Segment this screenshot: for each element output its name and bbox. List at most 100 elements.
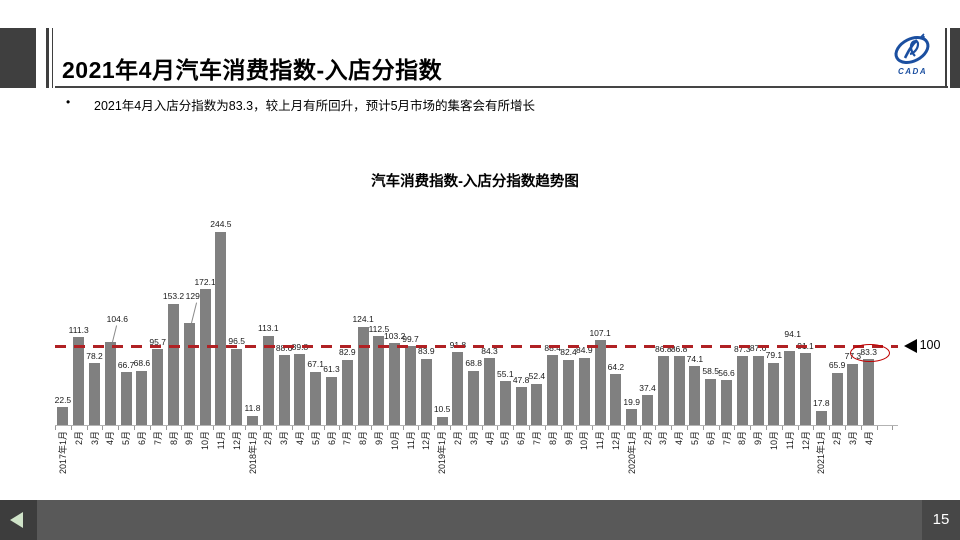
bar-value-label: 96.5 bbox=[228, 336, 245, 347]
axis-tick bbox=[55, 426, 56, 430]
x-axis-label: 10月 bbox=[389, 431, 400, 451]
x-axis-label: 7月 bbox=[342, 431, 353, 446]
x-axis-label: 10月 bbox=[579, 431, 590, 451]
bar-value-label: 58.5 bbox=[702, 366, 719, 377]
x-axis-label: 10月 bbox=[768, 431, 779, 451]
bar-value-label: 66.7 bbox=[117, 359, 135, 370]
axis-tick bbox=[481, 426, 483, 430]
bar-value-label: 10.5 bbox=[433, 404, 451, 415]
axis-tick bbox=[718, 426, 720, 430]
bar-value-label: 124.1 bbox=[352, 314, 374, 325]
axis-tick bbox=[386, 426, 388, 430]
header-corner-block bbox=[0, 28, 36, 88]
header-divider-line bbox=[52, 28, 53, 88]
bar-value-label: 52.4 bbox=[528, 371, 546, 382]
back-button[interactable] bbox=[0, 500, 37, 540]
axis-tick bbox=[228, 426, 230, 430]
bar-value-label: 91.8 bbox=[450, 341, 467, 350]
bar-value-label: 87.6 bbox=[749, 343, 767, 354]
bar-value-label: 82.9 bbox=[339, 347, 356, 357]
bar bbox=[199, 289, 211, 425]
bar-value-label: 103.2 bbox=[384, 330, 406, 341]
x-axis-label: 6月 bbox=[136, 431, 147, 446]
bar bbox=[420, 358, 432, 425]
axis-tick bbox=[497, 426, 499, 430]
bar bbox=[768, 362, 780, 425]
axis-tick bbox=[355, 426, 357, 430]
bar-value-label: 11.8 bbox=[244, 403, 261, 414]
page-title: 2021年4月汽车消费指数-入店分指数 bbox=[62, 57, 443, 84]
bar bbox=[626, 409, 638, 425]
bar-value-label: 64.2 bbox=[607, 361, 625, 372]
x-axis-label: 12月 bbox=[800, 431, 811, 451]
page-number: 15 bbox=[922, 500, 960, 540]
bar-value-label: 84.9 bbox=[576, 345, 593, 356]
axis-tick bbox=[766, 426, 767, 430]
axis-tick bbox=[687, 426, 688, 430]
axis-tick bbox=[197, 426, 199, 430]
bar-value-label: 61.3 bbox=[323, 364, 340, 375]
bar-value-label: 87.3 bbox=[734, 343, 751, 354]
axis-tick bbox=[86, 426, 88, 430]
axis-tick bbox=[560, 426, 562, 430]
label-callout-line bbox=[112, 325, 118, 343]
bar bbox=[405, 346, 416, 425]
bar bbox=[594, 340, 606, 425]
bar bbox=[752, 355, 764, 425]
bar-value-label: 95.7 bbox=[149, 336, 166, 347]
axis-tick bbox=[513, 426, 515, 430]
bar-value-label: 37.4 bbox=[639, 382, 656, 393]
bar bbox=[721, 380, 732, 425]
x-axis-label: 8月 bbox=[737, 431, 748, 446]
reference-line-100 bbox=[55, 345, 898, 348]
bar bbox=[831, 372, 843, 425]
bar bbox=[341, 359, 353, 425]
x-axis-label: 3月 bbox=[847, 431, 858, 446]
axis-tick bbox=[876, 426, 878, 430]
bar-value-label: 65.9 bbox=[828, 360, 846, 371]
reference-arrow-icon bbox=[903, 339, 917, 353]
axis-tick bbox=[797, 426, 799, 430]
x-axis-label: 3月 bbox=[279, 431, 290, 446]
x-axis-label: 5月 bbox=[500, 431, 511, 446]
axis-tick bbox=[181, 426, 183, 430]
bar bbox=[278, 355, 290, 425]
x-axis-label: 2018年1月 bbox=[247, 431, 258, 475]
x-axis-label: 11月 bbox=[215, 431, 226, 450]
axis-tick bbox=[623, 426, 625, 430]
bar bbox=[136, 370, 148, 425]
axis-tick bbox=[244, 426, 246, 430]
bar-value-label: 153.2 bbox=[162, 291, 185, 302]
bullet-marker: • bbox=[66, 95, 71, 109]
x-axis-label: 9月 bbox=[753, 431, 764, 446]
x-axis-label: 8月 bbox=[358, 431, 369, 446]
bar-value-label: 68.8 bbox=[465, 358, 482, 369]
bar bbox=[863, 359, 875, 425]
x-axis-label: 5月 bbox=[121, 431, 132, 446]
axis-tick bbox=[213, 426, 214, 430]
axis-tick bbox=[260, 426, 262, 430]
axis-tick bbox=[434, 426, 436, 430]
axis-tick bbox=[276, 426, 278, 430]
x-axis-label: 12月 bbox=[231, 431, 242, 451]
bar bbox=[484, 358, 495, 425]
axis-tick bbox=[781, 426, 783, 430]
axis-tick bbox=[339, 426, 341, 430]
x-axis-label: 9月 bbox=[563, 431, 574, 446]
axis-tick bbox=[450, 426, 451, 430]
bar-value-label: 19.9 bbox=[623, 396, 640, 407]
header-divider-line-right bbox=[945, 28, 947, 88]
bar bbox=[57, 407, 69, 425]
x-axis-label: 3月 bbox=[658, 431, 669, 446]
bar bbox=[642, 395, 653, 425]
bar-value-label: 88.6 bbox=[275, 342, 293, 353]
axis-tick bbox=[149, 426, 151, 430]
axis-tick bbox=[529, 426, 530, 430]
bar bbox=[89, 363, 100, 425]
bar bbox=[531, 383, 543, 425]
axis-tick bbox=[102, 426, 104, 430]
bar bbox=[294, 354, 306, 425]
logo-text: CADA bbox=[898, 67, 927, 76]
x-axis bbox=[55, 425, 898, 426]
